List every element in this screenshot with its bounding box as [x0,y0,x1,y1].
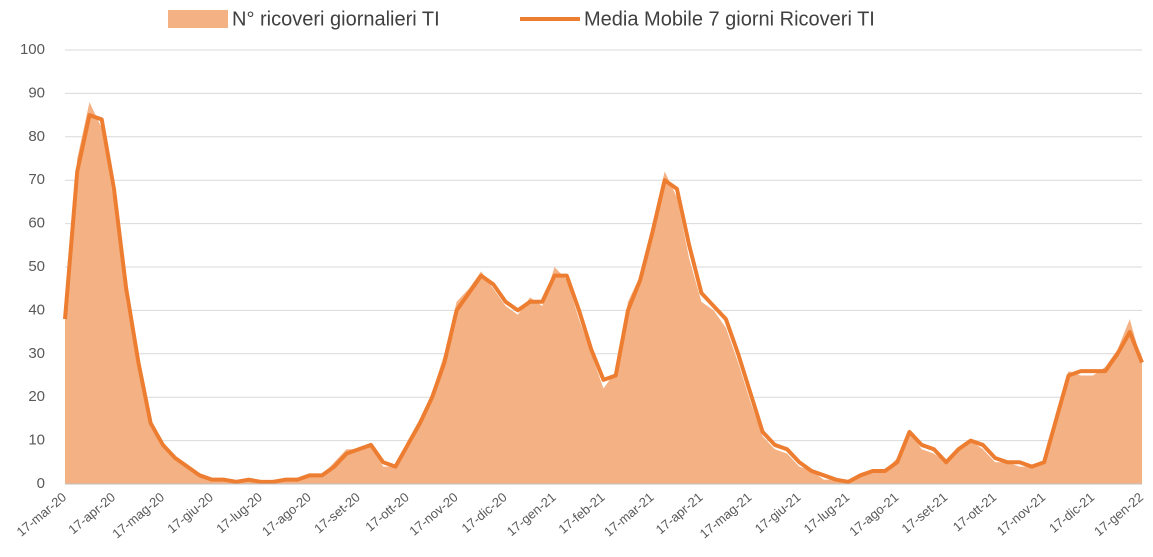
x-tick-label: 17-feb-21 [555,489,607,536]
x-tick-label: 17-mar-20 [14,489,70,539]
x-tick-label: 17-mag-21 [697,489,755,541]
y-tick-label: 0 [37,475,45,492]
x-tick-label: 17-ott-20 [362,489,412,534]
y-tick-label: 20 [28,388,45,405]
x-tick-label: 17-set-20 [311,489,363,536]
legend-swatch [168,10,228,28]
y-tick-label: 60 [28,215,45,232]
x-tick-label: 17-gen-22 [1091,489,1146,539]
y-tick-label: 100 [20,41,45,58]
y-tick-label: 80 [28,128,45,145]
x-tick-label: 17-ott-21 [950,489,1000,534]
x-tick-label: 17-dic-21 [1046,489,1097,535]
x-tick-label: 17-mag-20 [109,489,167,541]
legend-label: Media Mobile 7 giorni Ricoveri TI [584,8,875,30]
x-tick-label: 17-mar-21 [601,489,657,539]
y-tick-label: 10 [28,432,45,449]
area [65,102,1142,484]
y-tick-label: 30 [28,345,45,362]
x-tick-label: 17-ago-20 [259,489,314,539]
x-tick-label: 17-gen-21 [504,489,559,539]
y-tick-label: 70 [28,171,45,188]
y-tick-label: 50 [28,258,45,275]
x-tick-label: 17-set-21 [899,489,951,536]
x-tick-label: 17-nov-20 [406,489,460,538]
y-tick-label: 40 [28,301,45,318]
line [63,113,1144,484]
legend-label: N° ricoveri giornalieri TI [232,8,440,30]
x-tick-label: 17-giu-21 [752,489,804,536]
x-tick-label: 17-nov-21 [994,489,1048,538]
y-tick-label: 90 [28,84,45,101]
x-tick-label: 17-lug-21 [801,489,853,536]
x-tick-label: 17-dic-20 [459,489,510,535]
x-tick-label: 17-giu-20 [164,489,216,536]
x-tick-label: 17-lug-20 [213,489,265,536]
x-tick-label: 17-ago-21 [846,489,901,539]
